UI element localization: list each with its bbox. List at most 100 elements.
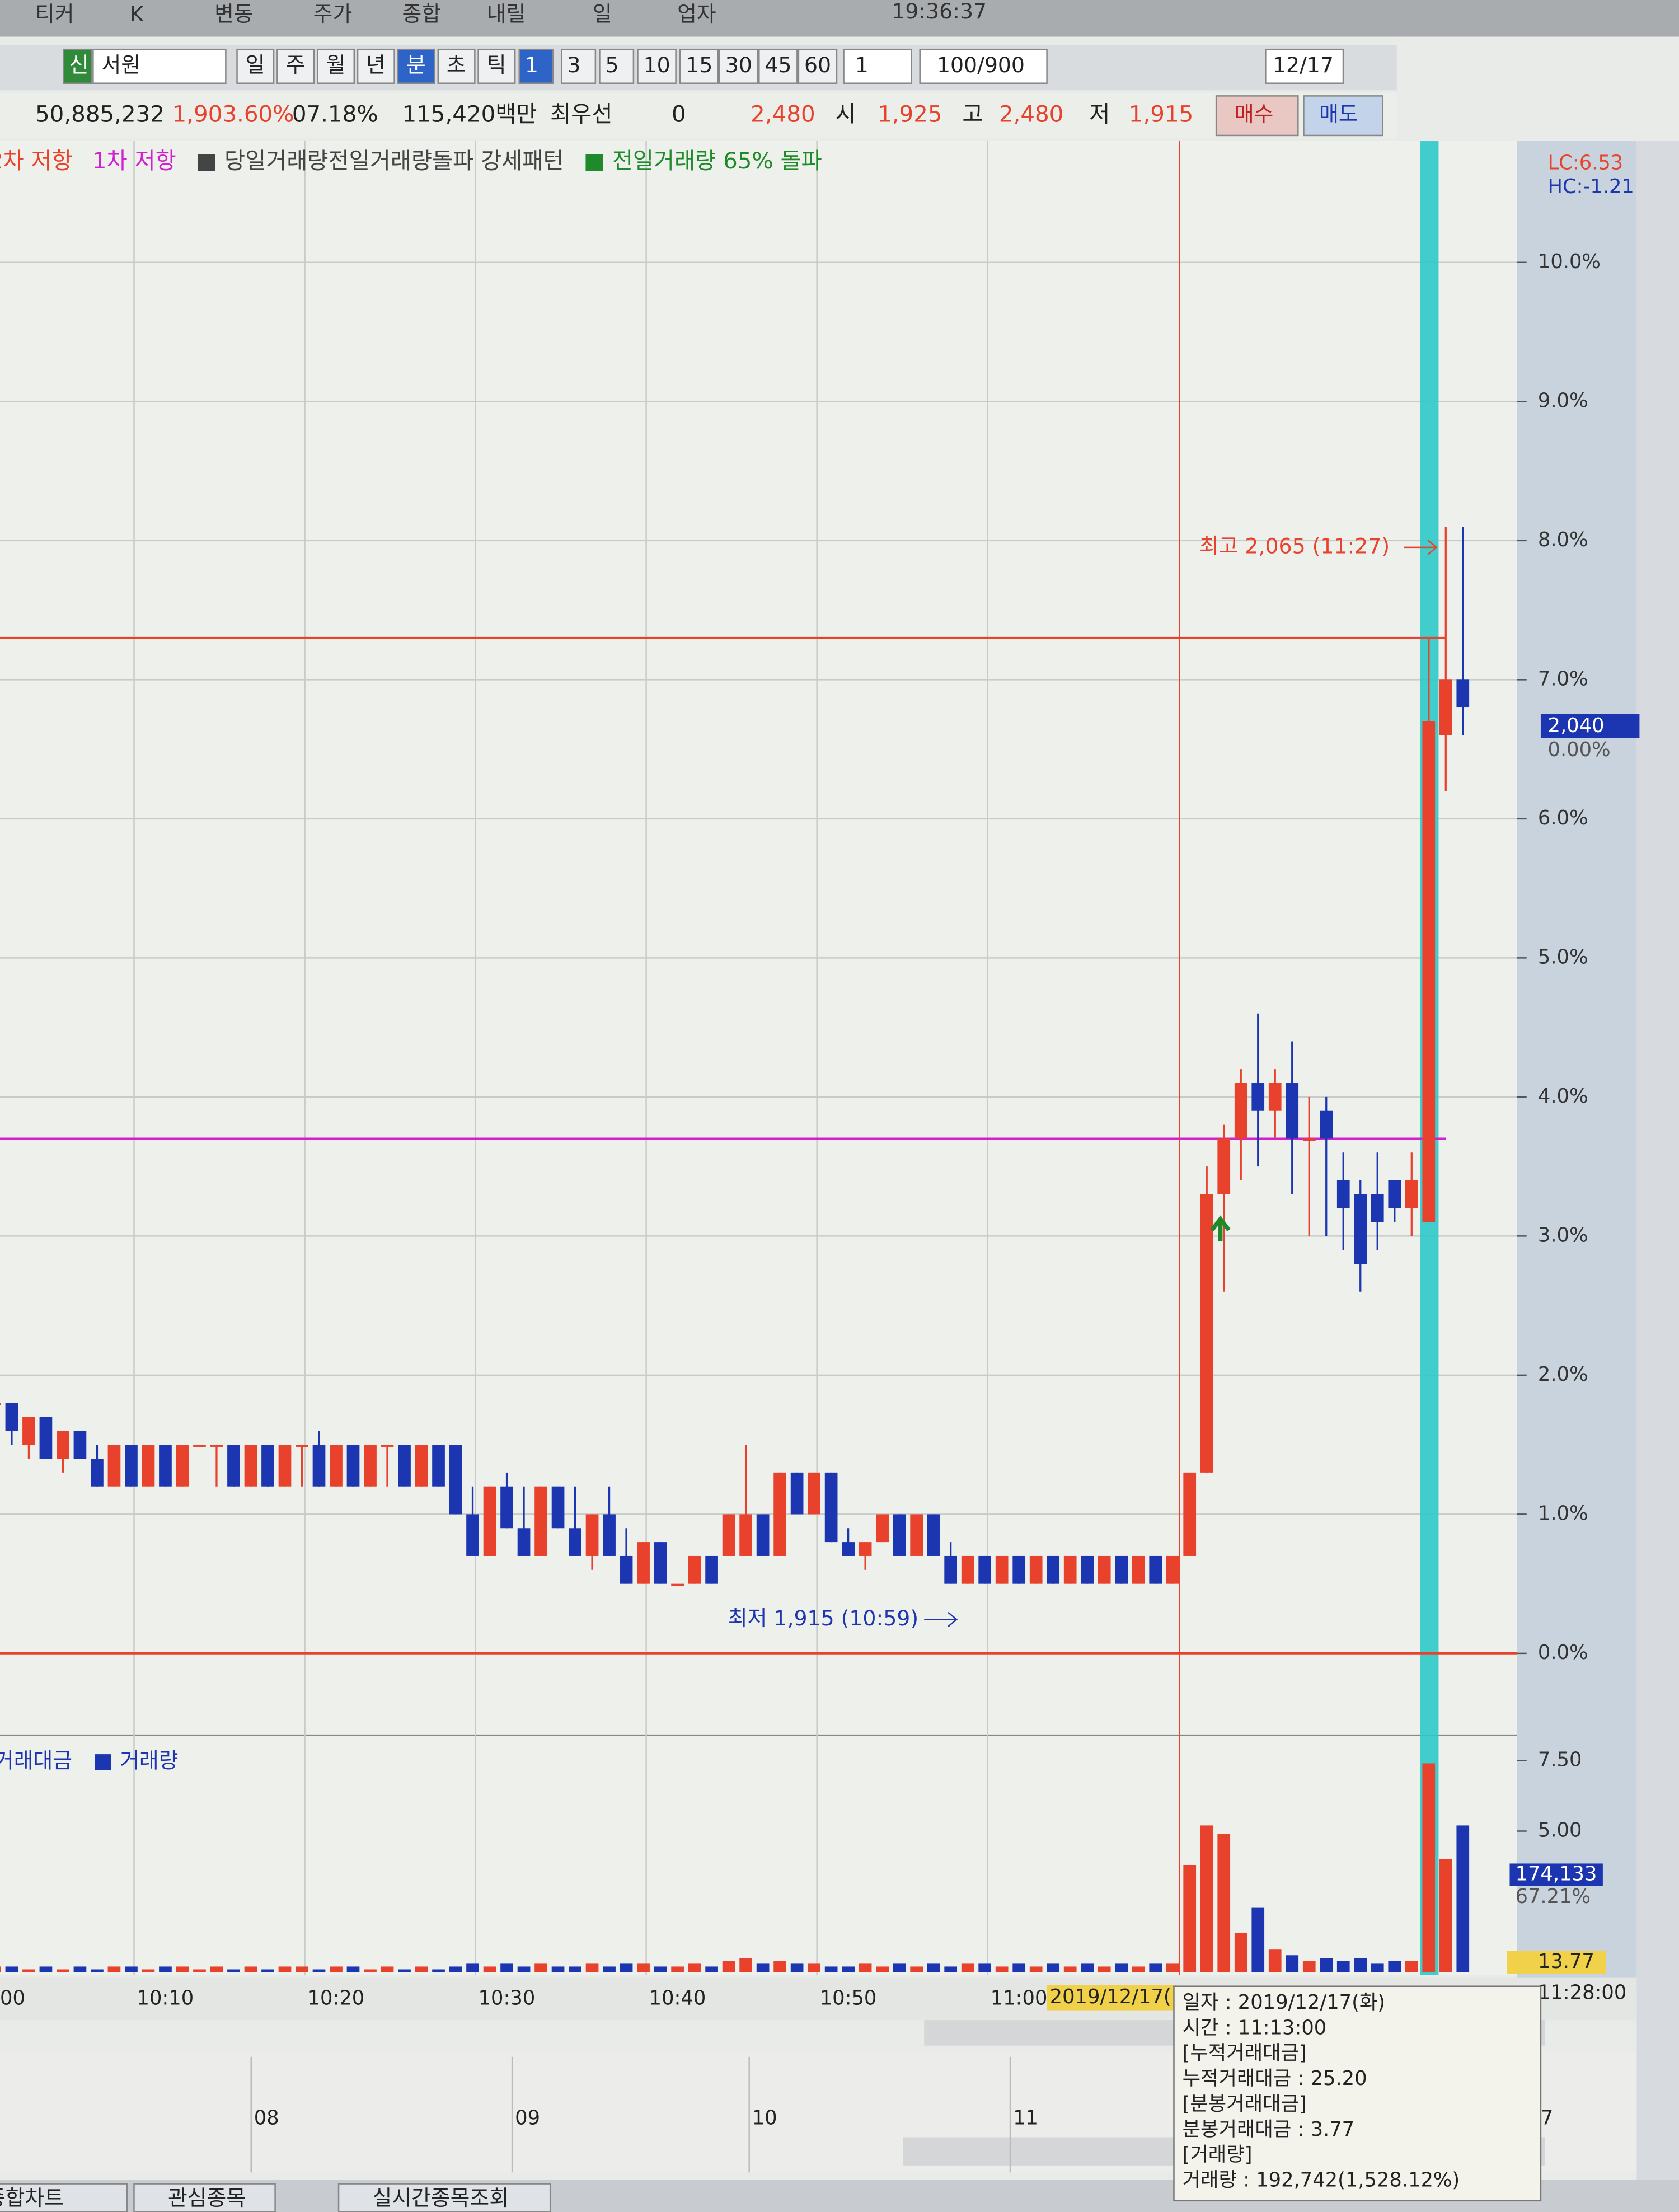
- candle-body: [125, 1445, 138, 1487]
- menu-item[interactable]: 일: [593, 2, 612, 26]
- interval-label[interactable]: 60: [804, 53, 831, 77]
- interval-label[interactable]: 10: [644, 53, 670, 77]
- interval-button[interactable]: [561, 48, 597, 84]
- interval-label[interactable]: 1: [525, 53, 538, 77]
- sell-label[interactable]: 매도: [1319, 102, 1358, 126]
- volume-bar: [1251, 1907, 1265, 1972]
- candle-body: [398, 1445, 411, 1487]
- tab[interactable]: [337, 2183, 551, 2212]
- menu-item[interactable]: 티커: [35, 2, 74, 26]
- stock-name[interactable]: 서원: [102, 53, 141, 77]
- time-end: 11:28:00: [1538, 1981, 1626, 2004]
- candle-body: [466, 1514, 479, 1556]
- volume-bar: [995, 1966, 1009, 1972]
- volume-bar: [415, 1966, 428, 1972]
- period-button[interactable]: [477, 48, 516, 84]
- volume-bar: [603, 1966, 616, 1972]
- volume-bar: [1439, 1859, 1452, 1972]
- buy-button[interactable]: [1215, 95, 1299, 137]
- volume-bar: [142, 1969, 155, 1972]
- period-button[interactable]: [397, 48, 435, 84]
- date[interactable]: 12/17: [1273, 53, 1334, 77]
- period-label[interactable]: 틱: [487, 53, 506, 77]
- interval-label[interactable]: 3: [567, 53, 580, 77]
- volume-bar: [1320, 1958, 1333, 1972]
- menu-item[interactable]: 종합: [402, 2, 441, 26]
- tab[interactable]: [0, 2183, 128, 2212]
- candle-body: [671, 1583, 684, 1586]
- menu-item[interactable]: 주가: [313, 2, 353, 26]
- date-input[interactable]: [1265, 48, 1344, 84]
- x-tick-label: 10:30: [479, 1986, 536, 2009]
- candle-body: [432, 1445, 445, 1487]
- sell-button[interactable]: [1303, 95, 1383, 137]
- interval-label[interactable]: 30: [725, 53, 752, 77]
- interval-button[interactable]: [719, 48, 759, 84]
- volume-bar: [534, 1963, 547, 1972]
- tab-label[interactable]: 종합차트: [0, 2186, 64, 2210]
- volume-bar: [364, 1969, 377, 1972]
- volume-bar: [1354, 1958, 1367, 1972]
- candle-body: [176, 1445, 189, 1487]
- quote-high-label: 고: [962, 101, 983, 128]
- period-label[interactable]: 초: [447, 53, 466, 77]
- period-label[interactable]: 일: [246, 53, 265, 77]
- interval-button[interactable]: [758, 48, 798, 84]
- interval-label[interactable]: 15: [686, 53, 712, 77]
- period-button[interactable]: [276, 48, 315, 84]
- volume-bar: [1029, 1966, 1043, 1972]
- volume-bar: [671, 1966, 684, 1972]
- interval-label[interactable]: 45: [765, 53, 791, 77]
- candle-body: [1063, 1555, 1077, 1584]
- menu-item[interactable]: 변동: [214, 2, 254, 26]
- candle-body: [637, 1542, 650, 1584]
- volume-bar: [910, 1966, 923, 1972]
- period-button[interactable]: [437, 48, 476, 84]
- overview-label: 10: [752, 2107, 777, 2130]
- count-input[interactable]: [843, 48, 912, 84]
- interval-button[interactable]: [599, 48, 635, 84]
- volume-bar: [1183, 1864, 1197, 1972]
- count[interactable]: 1: [855, 53, 869, 77]
- range[interactable]: 100/900: [937, 53, 1025, 77]
- interval-button[interactable]: [679, 48, 719, 84]
- volume-bar: [551, 1966, 565, 1972]
- volume-bar: [1047, 1963, 1060, 1972]
- interval-button[interactable]: [637, 48, 677, 84]
- period-button[interactable]: [357, 48, 395, 84]
- stock-input[interactable]: [92, 48, 227, 84]
- tab-label[interactable]: 관심종목: [168, 2186, 246, 2210]
- range-input[interactable]: [919, 48, 1048, 84]
- buy-label[interactable]: 매수: [1235, 102, 1274, 126]
- menu-item[interactable]: K: [130, 2, 144, 26]
- period-button[interactable]: [236, 48, 275, 84]
- menu-item[interactable]: 내릴: [487, 2, 526, 26]
- volume-bar: [1234, 1932, 1247, 1972]
- period-button[interactable]: [316, 48, 355, 84]
- volume-bar: [1217, 1834, 1231, 1972]
- period-label[interactable]: 분: [406, 53, 426, 77]
- candle-body: [1098, 1555, 1111, 1584]
- tab[interactable]: [133, 2183, 276, 2212]
- menu-item[interactable]: 업자: [677, 2, 716, 26]
- tab-label[interactable]: 실시간종목조회: [373, 2186, 509, 2210]
- candle-body: [534, 1486, 547, 1556]
- interval-label[interactable]: 5: [606, 53, 619, 77]
- interval-button[interactable]: [518, 48, 554, 84]
- period-label[interactable]: 주: [286, 53, 306, 77]
- candle-body: [773, 1472, 786, 1556]
- candle-body: [193, 1445, 206, 1447]
- candle-body: [824, 1472, 838, 1543]
- quote-ratio: 1,903.60%: [172, 101, 294, 128]
- period-label[interactable]: 월: [326, 53, 345, 77]
- candle-body: [1047, 1555, 1060, 1584]
- quote-turnover: 07.18%: [292, 101, 378, 128]
- period-label[interactable]: 년: [366, 53, 386, 77]
- candle-body: [22, 1417, 35, 1445]
- quote-label: 최우선: [550, 101, 612, 128]
- legend-item: ■ 전일거래량 65% 돌파: [584, 148, 822, 174]
- volume-bar: [125, 1966, 138, 1972]
- candle-body: [654, 1542, 667, 1584]
- interval-button[interactable]: [798, 48, 838, 84]
